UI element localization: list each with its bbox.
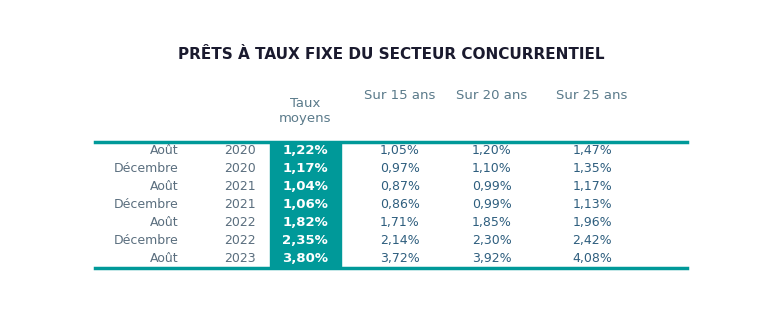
Text: 3,92%: 3,92% bbox=[472, 252, 511, 265]
Text: Décembre: Décembre bbox=[114, 234, 179, 247]
Text: Août: Août bbox=[150, 216, 179, 229]
Text: 1,17%: 1,17% bbox=[572, 180, 612, 193]
Text: 0,99%: 0,99% bbox=[472, 198, 511, 211]
Text: 0,87%: 0,87% bbox=[380, 180, 420, 193]
Text: Taux
moyens: Taux moyens bbox=[279, 96, 332, 125]
Text: 0,99%: 0,99% bbox=[472, 180, 511, 193]
Text: 2021: 2021 bbox=[224, 180, 256, 193]
Text: 2022: 2022 bbox=[224, 234, 256, 247]
Bar bbox=[270, 142, 341, 268]
Text: 1,05%: 1,05% bbox=[380, 144, 420, 157]
Text: 1,22%: 1,22% bbox=[282, 144, 328, 157]
Text: 3,80%: 3,80% bbox=[282, 252, 328, 265]
Text: 2,42%: 2,42% bbox=[572, 234, 612, 247]
Text: 2,14%: 2,14% bbox=[380, 234, 420, 247]
Text: 2,35%: 2,35% bbox=[282, 234, 328, 247]
Text: 1,71%: 1,71% bbox=[380, 216, 420, 229]
Text: Sur 25 ans: Sur 25 ans bbox=[556, 89, 628, 102]
Text: PRÊTS À TAUX FIXE DU SECTEUR CONCURRENTIEL: PRÊTS À TAUX FIXE DU SECTEUR CONCURRENTI… bbox=[178, 47, 604, 61]
Text: 2023: 2023 bbox=[224, 252, 256, 265]
Text: 0,97%: 0,97% bbox=[380, 162, 420, 175]
Text: Sur 20 ans: Sur 20 ans bbox=[456, 89, 527, 102]
Text: 2022: 2022 bbox=[224, 216, 256, 229]
Text: 2020: 2020 bbox=[224, 144, 256, 157]
Text: 1,35%: 1,35% bbox=[572, 162, 612, 175]
Text: 2020: 2020 bbox=[224, 162, 256, 175]
Text: 1,04%: 1,04% bbox=[282, 180, 328, 193]
Text: 0,86%: 0,86% bbox=[380, 198, 420, 211]
Text: 1,10%: 1,10% bbox=[472, 162, 511, 175]
Text: Sur 15 ans: Sur 15 ans bbox=[364, 89, 436, 102]
Text: 4,08%: 4,08% bbox=[572, 252, 612, 265]
Text: 3,72%: 3,72% bbox=[380, 252, 420, 265]
Text: 1,06%: 1,06% bbox=[282, 198, 328, 211]
Text: 1,47%: 1,47% bbox=[572, 144, 612, 157]
Text: Août: Août bbox=[150, 252, 179, 265]
Text: 1,20%: 1,20% bbox=[472, 144, 511, 157]
Text: Août: Août bbox=[150, 180, 179, 193]
Text: 1,17%: 1,17% bbox=[282, 162, 328, 175]
Text: 1,82%: 1,82% bbox=[282, 216, 328, 229]
Text: Août: Août bbox=[150, 144, 179, 157]
Text: 1,85%: 1,85% bbox=[472, 216, 511, 229]
Text: 2021: 2021 bbox=[224, 198, 256, 211]
Text: Décembre: Décembre bbox=[114, 162, 179, 175]
Text: 1,96%: 1,96% bbox=[572, 216, 612, 229]
Text: 1,13%: 1,13% bbox=[572, 198, 612, 211]
Text: 2,30%: 2,30% bbox=[472, 234, 511, 247]
Text: Décembre: Décembre bbox=[114, 198, 179, 211]
